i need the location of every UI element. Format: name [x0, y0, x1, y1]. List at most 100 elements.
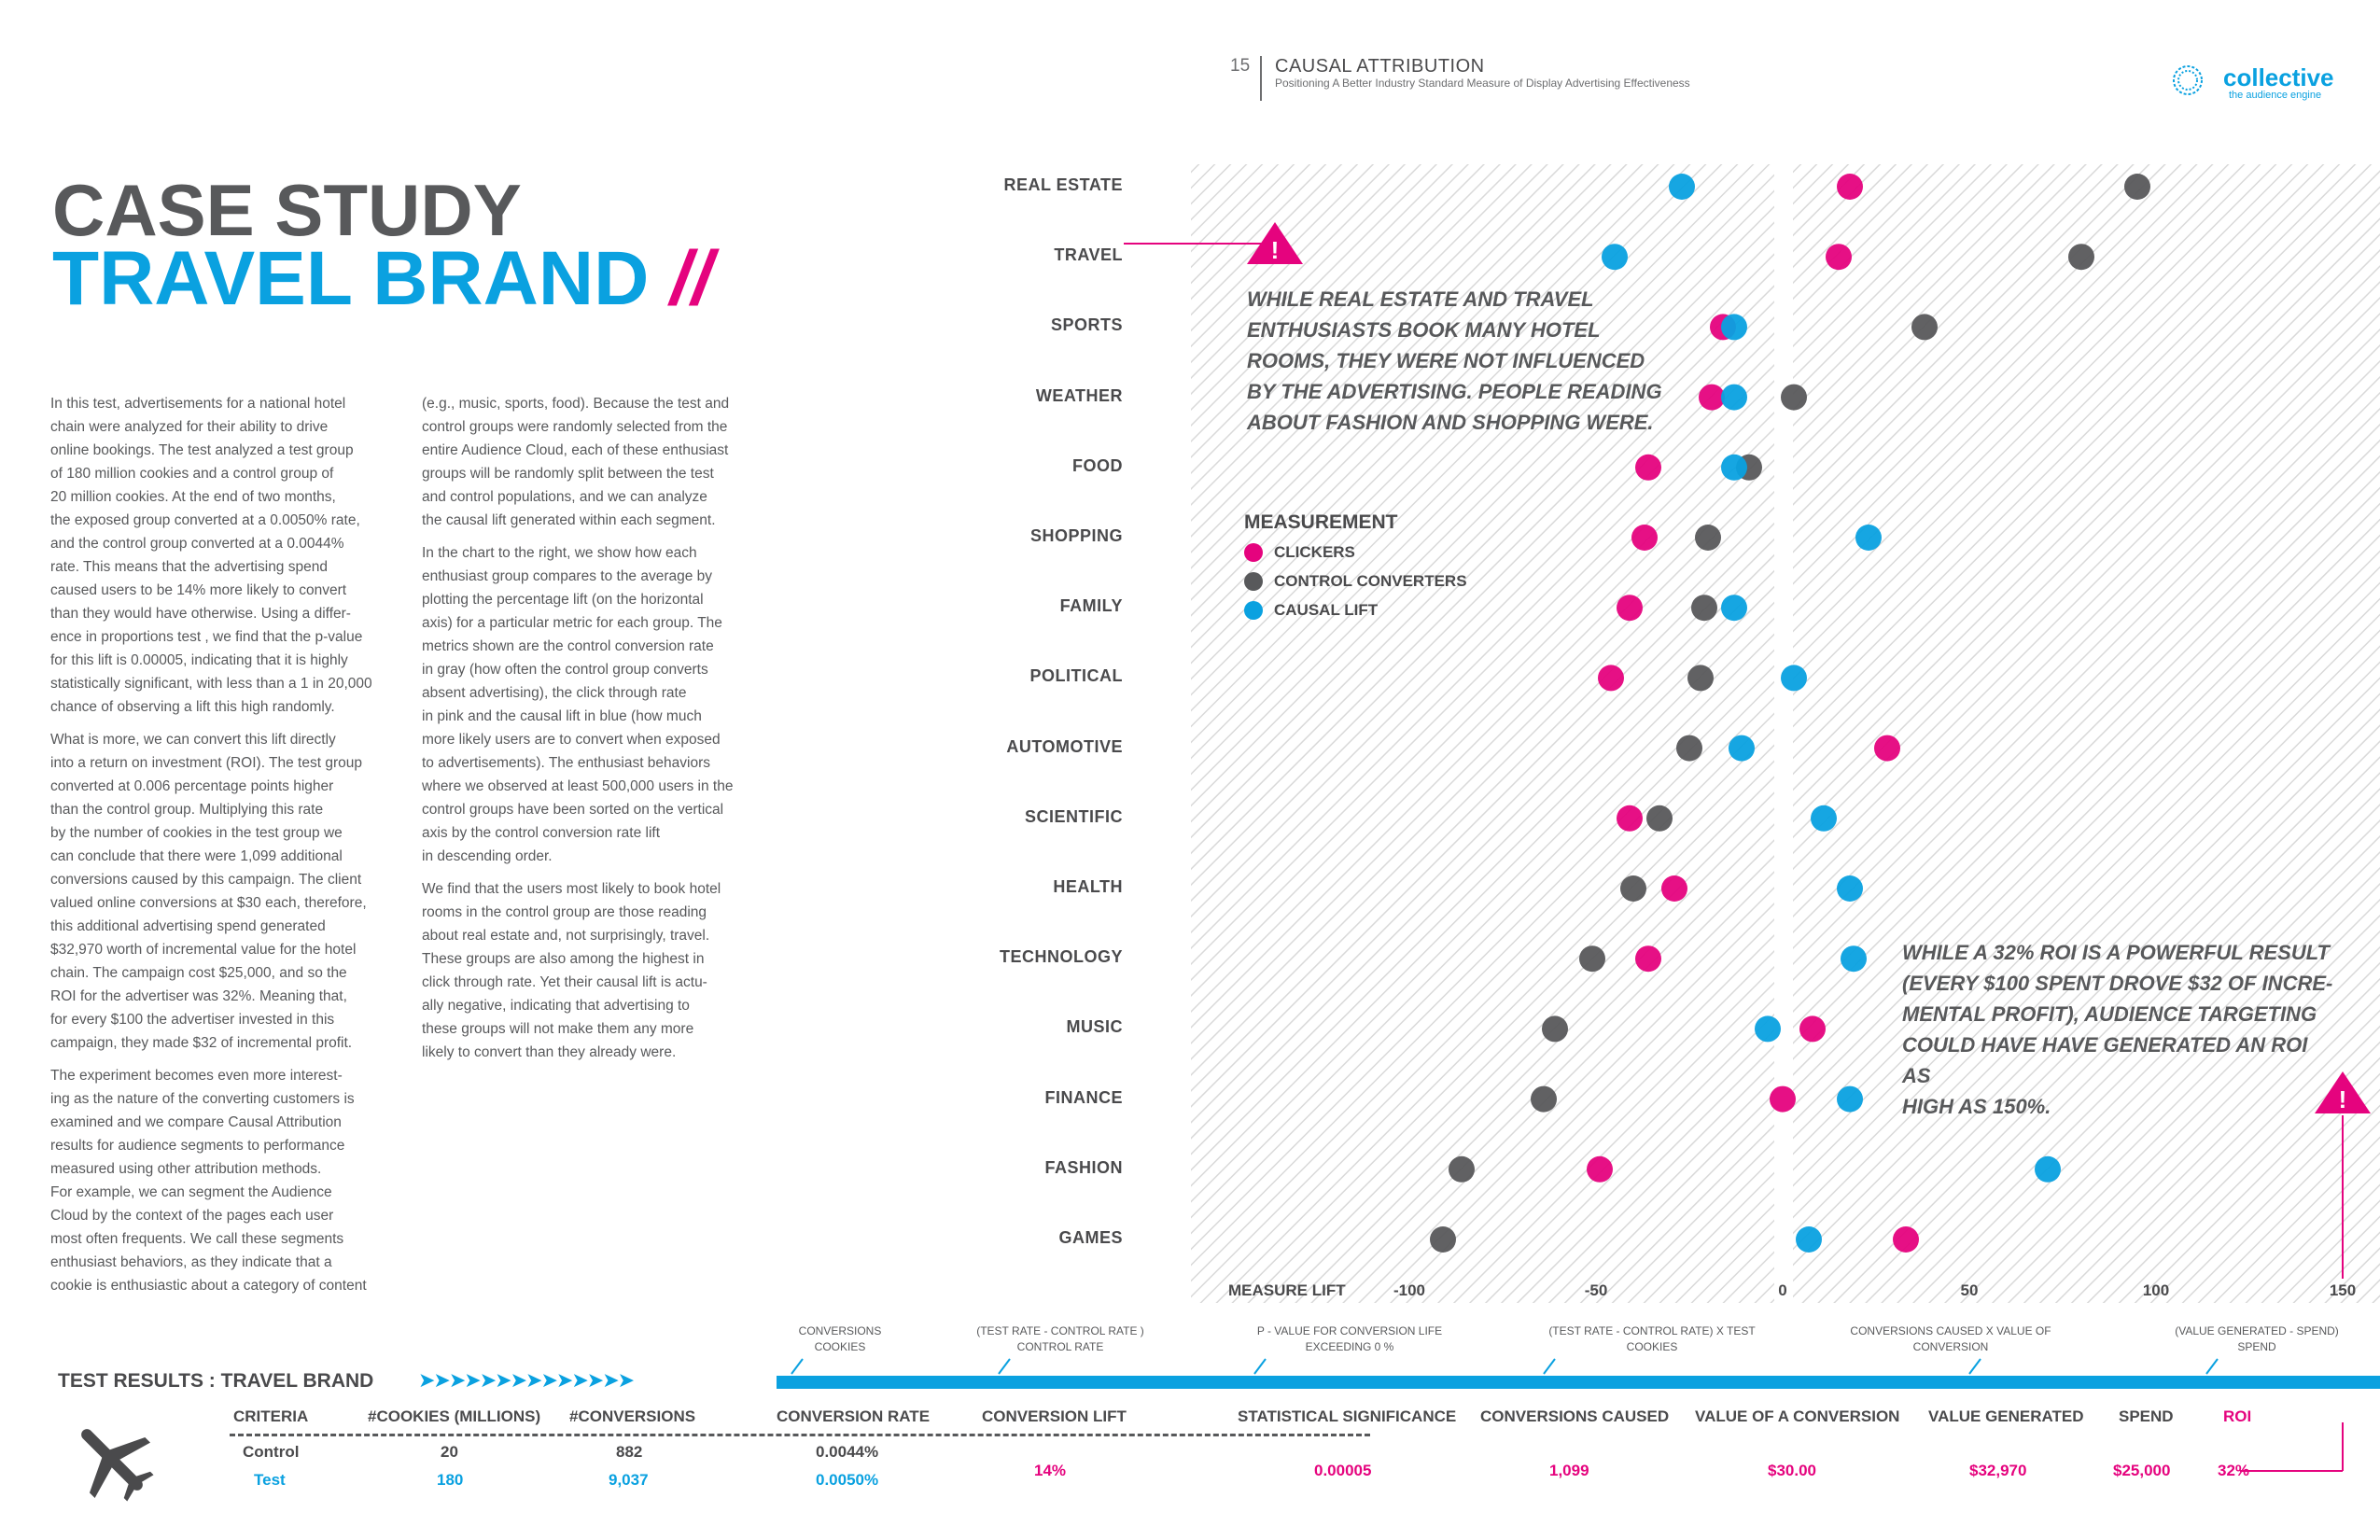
col-header-criteria: CRITERIA: [233, 1407, 309, 1425]
body-column-2: (e.g., music, sports, food). Because the…: [422, 392, 786, 1073]
dot-clickers: [1837, 174, 1863, 200]
dot-causal-lift: [1855, 525, 1882, 551]
row-label-test: Test: [254, 1471, 286, 1489]
dot-causal-lift: [1729, 735, 1755, 762]
note-conversions-cookies: CONVERSIONS COOKIES: [798, 1324, 882, 1353]
title-brand-text: TRAVEL BRAND: [52, 236, 650, 321]
legend-label: CLICKERS: [1274, 543, 1355, 561]
dot-control-converters: [1430, 1226, 1456, 1253]
dot-control-converters: [1691, 595, 1717, 622]
col-header-spend: SPEND: [2119, 1407, 2174, 1425]
title-brand: TRAVEL BRAND //: [52, 241, 713, 317]
value-roi: 32%: [2218, 1462, 2250, 1479]
dot-control-converters: [1531, 1085, 1557, 1113]
dot-clickers: [1587, 1155, 1613, 1183]
logo-wordmark: collective: [2223, 63, 2334, 91]
dot-control-converters: [2068, 244, 2094, 271]
dot-causal-lift: [1721, 314, 1747, 341]
x-tick-label: 100: [2142, 1281, 2170, 1299]
page-number: 15: [1230, 56, 1251, 76]
running-title: CAUSAL ATTRIBUTION: [1275, 56, 1485, 77]
dot-causal-lift: [2035, 1155, 2061, 1183]
dot-causal-lift: [1755, 1015, 1781, 1043]
dot-causal-lift: [1811, 805, 1837, 832]
category-label: TRAVEL: [1054, 245, 1123, 265]
dot-causal-lift: [1837, 875, 1863, 902]
dot-clickers: [1874, 735, 1900, 762]
legend-swatch: [1244, 572, 1263, 591]
dot-control-converters: [1542, 1015, 1568, 1043]
note-lift-formula: (TEST RATE - CONTROL RATE ) CONTROL RATE: [976, 1324, 1144, 1353]
warning-icon: !: [1247, 222, 1303, 264]
dot-control-converters: [1449, 1155, 1475, 1183]
value-spend: $25,000: [2113, 1462, 2171, 1479]
category-label: FINANCE: [1044, 1087, 1123, 1107]
body-paragraph: We find that the users most likely to bo…: [422, 881, 721, 1060]
x-tick-label: 50: [1960, 1281, 1979, 1299]
dot-clickers: [1635, 945, 1661, 973]
collective-logo-icon: [2173, 65, 2203, 95]
col-header-conversion-rate: CONVERSION RATE: [777, 1407, 931, 1425]
note-value-formula: CONVERSIONS CAUSED X VALUE OF CONVERSION: [1850, 1324, 2051, 1353]
dot-control-converters: [1579, 945, 1605, 973]
legend-item-causal-lift: CAUSAL LIFT: [1244, 601, 1378, 620]
dot-clickers: [1617, 805, 1643, 832]
test-conversions: 9,037: [609, 1471, 649, 1489]
dot-control-converters: [1676, 735, 1702, 762]
dot-control-converters: [1646, 805, 1673, 832]
formula-ticks: [791, 1358, 2219, 1375]
value-of-conversion: $30.00: [1768, 1462, 1816, 1479]
category-label: REAL ESTATE: [1003, 175, 1123, 194]
test-rate: 0.0050%: [816, 1471, 879, 1489]
row-label-control: Control: [243, 1443, 300, 1461]
dot-control-converters: [1695, 525, 1721, 551]
x-axis-label: MEASURE LIFT: [1228, 1281, 1346, 1299]
category-label: MUSIC: [1066, 1017, 1123, 1037]
category-label: GAMES: [1058, 1228, 1123, 1247]
airplane-icon: [81, 1429, 154, 1502]
category-label: SHOPPING: [1029, 526, 1123, 545]
note-caused-formula: (TEST RATE - CONTROL RATE) X TEST COOKIE…: [1548, 1324, 1756, 1353]
dot-control-converters: [1781, 384, 1807, 411]
control-rate: 0.0044%: [816, 1443, 879, 1461]
legend-item-clickers: CLICKERS: [1244, 543, 1355, 562]
col-header-value-of-conversion: VALUE OF A CONVERSION: [1695, 1407, 1900, 1425]
header-divider: [1260, 56, 1262, 101]
category-label: FASHION: [1044, 1157, 1123, 1177]
dot-causal-lift: [1837, 1085, 1863, 1113]
callout-real-estate: WHILE REAL ESTATE AND TRAVEL ENTHUSIASTS…: [1247, 287, 1662, 434]
test-cookies: 180: [437, 1471, 464, 1489]
dot-clickers: [1699, 384, 1725, 411]
dot-control-converters: [1687, 665, 1714, 692]
svg-text:!: !: [2339, 1085, 2347, 1113]
title-case-study: CASE STUDY: [52, 169, 522, 251]
dot-causal-lift: [1721, 595, 1747, 622]
category-label: WEATHER: [1035, 385, 1123, 405]
dot-clickers: [1617, 595, 1643, 622]
value-generated: $32,970: [1969, 1462, 2027, 1479]
value-conversion-lift: 14%: [1034, 1462, 1067, 1479]
control-conversions: 882: [616, 1443, 643, 1461]
category-label: HEALTH: [1053, 877, 1123, 896]
category-label: SPORTS: [1050, 315, 1123, 335]
x-tick-label: 150: [2329, 1281, 2357, 1299]
category-label: FAMILY: [1059, 596, 1123, 616]
chart-bg-left: [1191, 164, 1774, 1303]
x-tick-label: -50: [1584, 1281, 1608, 1299]
logo-tagline: the audience engine: [2229, 90, 2322, 101]
body-paragraph: (e.g., music, sports, food). Because the…: [422, 396, 730, 528]
category-label: POLITICAL: [1029, 666, 1123, 686]
body-paragraph: In the chart to the right, we show how e…: [422, 545, 734, 864]
dot-clickers: [1893, 1226, 1919, 1253]
category-label: FOOD: [1072, 455, 1123, 475]
warning-icon: !: [2315, 1071, 2371, 1113]
dot-causal-lift: [1841, 945, 1867, 973]
results-bar: [777, 1376, 2380, 1389]
control-cookies: 20: [441, 1443, 458, 1461]
title-slash: //: [670, 236, 713, 321]
legend-title: MEASUREMENT: [1244, 511, 1398, 533]
col-header-value-generated: VALUE GENERATED: [1928, 1407, 2084, 1425]
note-pvalue: P - VALUE FOR CONVERSION LIFE EXCEEDING …: [1256, 1324, 1443, 1353]
category-label: TECHNOLOGY: [999, 947, 1123, 967]
body-paragraph: What is more, we can convert this lift d…: [50, 732, 367, 1051]
